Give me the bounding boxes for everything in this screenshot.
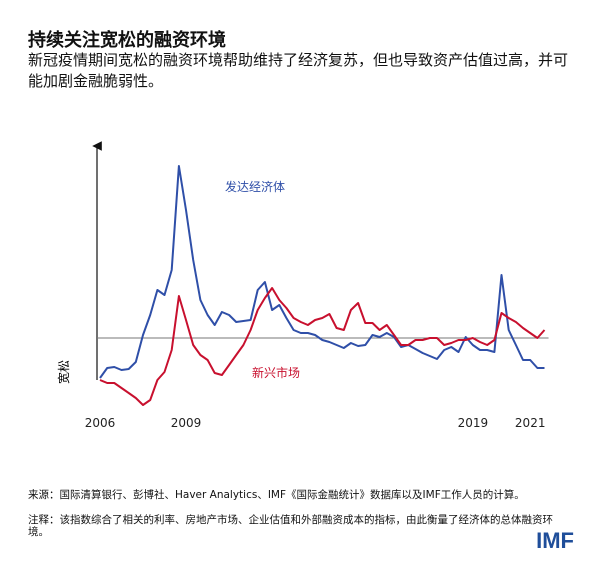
logo: IMF: [536, 528, 574, 553]
series-label: 发达经济体: [225, 179, 285, 194]
y-axis-label: 宽松: [56, 360, 71, 384]
series-label: 新兴市场: [252, 365, 300, 380]
series-line: [99, 287, 546, 406]
footnote: 注释：该指数综合了相关的利率、房地产市场、企业估值和外部融资成本的指标，由此衡量…: [28, 514, 553, 538]
x-tick-label: 2009: [171, 416, 202, 430]
series-line: [99, 165, 545, 379]
x-tick-label: 2006: [85, 416, 116, 430]
chart-subtitle: 新冠疫情期间宽松的融资环境帮助维持了经济复苏，但也导致资产估值过高，并可能加剧金…: [28, 51, 569, 90]
x-tick-label: 2019: [458, 416, 489, 430]
source-note: 来源：国际清算银行、彭博社、Haver Analytics、IMF《国际金融统计…: [28, 489, 525, 501]
x-tick-label: 2021: [515, 416, 546, 430]
chart-title: 持续关注宽松的融资环境: [28, 30, 226, 51]
